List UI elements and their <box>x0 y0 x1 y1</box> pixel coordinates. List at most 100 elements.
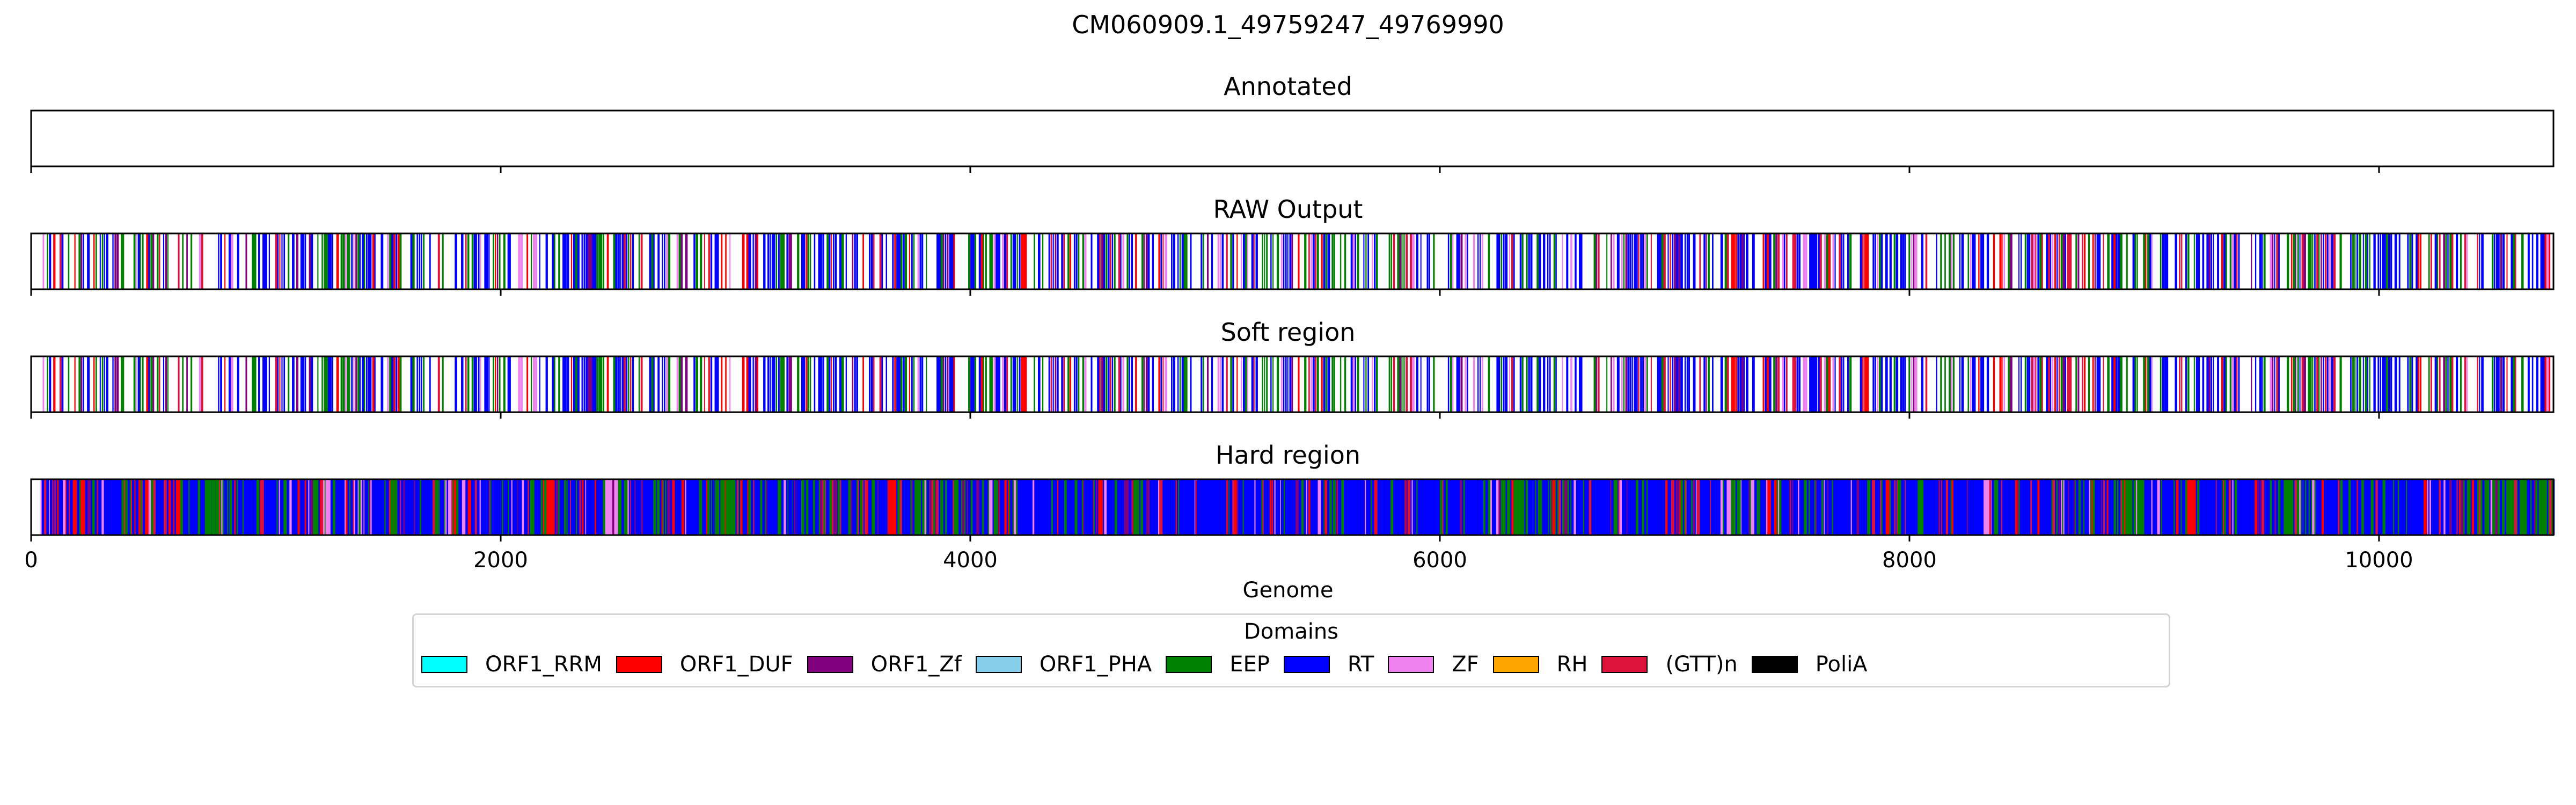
domain-hit <box>321 479 323 535</box>
domain-hit <box>125 479 128 535</box>
domain-hit <box>581 356 583 412</box>
domain-hit <box>1251 356 1254 412</box>
domain-hit <box>1252 479 1255 535</box>
domain-hit <box>503 233 506 289</box>
domain-hit <box>1190 233 1192 289</box>
domain-hit <box>495 233 496 289</box>
domain-hit <box>1391 479 1394 535</box>
domain-hit <box>862 233 865 289</box>
domain-hit <box>471 356 474 412</box>
domain-hit <box>784 479 787 535</box>
domain-hit <box>1323 356 1326 412</box>
domain-hit <box>662 233 663 289</box>
domain-hit <box>423 356 425 412</box>
domain-hit <box>2208 479 2212 535</box>
domain-hit <box>1194 479 1196 535</box>
domain-hit <box>884 479 887 535</box>
domain-hit <box>1961 356 1964 412</box>
domain-hit <box>148 479 151 535</box>
domain-hit <box>2296 479 2300 535</box>
domain-hit <box>1375 356 1378 412</box>
domain-hit <box>1986 233 1989 289</box>
domain-hit <box>1337 479 1340 535</box>
domain-hit <box>1433 356 1435 412</box>
domain-hit <box>2198 356 2200 412</box>
domain-hit <box>2506 356 2508 412</box>
domain-hit <box>1226 233 1228 289</box>
domain-hit <box>839 356 842 412</box>
domain-hit <box>1272 356 1274 412</box>
domain-hit <box>2318 233 2320 289</box>
domain-hit <box>924 479 926 535</box>
domain-hit <box>953 356 955 412</box>
domain-hit <box>2116 479 2117 535</box>
domain-hit <box>752 233 754 289</box>
domain-hit <box>909 479 911 535</box>
domain-hit <box>757 356 758 412</box>
domain-hit <box>1356 479 1358 535</box>
domain-hit <box>1101 356 1104 412</box>
domain-hit <box>710 356 713 412</box>
domain-hit <box>901 356 903 412</box>
domain-hit <box>2430 356 2432 412</box>
domain-hit <box>1021 356 1023 412</box>
domain-hit <box>2308 233 2310 289</box>
domain-hit <box>2056 479 2058 535</box>
domain-hit <box>1630 479 1633 535</box>
domain-hit <box>1536 356 1539 412</box>
domain-hit <box>420 479 421 535</box>
domain-hit <box>2162 233 2164 289</box>
domain-hit <box>552 233 554 289</box>
domain-hit <box>1785 479 1787 535</box>
domain-hit <box>1505 356 1508 412</box>
domain-hit <box>699 233 702 289</box>
domain-hit <box>1473 233 1475 289</box>
domain-hit <box>2106 479 2109 535</box>
domain-hit <box>1417 479 1419 535</box>
domain-hit <box>1014 356 1016 412</box>
domain-hit <box>1071 479 1074 535</box>
domain-hit <box>213 479 214 535</box>
domain-hit <box>936 356 939 412</box>
domain-hit <box>1388 479 1391 535</box>
domain-hit <box>1676 233 1679 289</box>
domain-hit <box>2518 479 2520 535</box>
domain-hit <box>1902 356 1905 412</box>
domain-hit <box>596 233 598 289</box>
domain-hit <box>522 479 524 535</box>
domain-hit <box>1270 233 1272 289</box>
domain-hit <box>1794 356 1797 412</box>
domain-hit <box>2095 479 2098 535</box>
domain-hit <box>2355 479 2358 535</box>
domain-hit <box>2054 356 2056 412</box>
domain-hit <box>627 479 629 535</box>
domain-hit <box>1944 356 1946 412</box>
domain-hit <box>1877 479 1880 535</box>
legend-entry: ORF1_DUF <box>616 653 793 676</box>
domain-hit <box>1168 479 1170 535</box>
domain-hit <box>1650 233 1652 289</box>
domain-hit <box>795 479 797 535</box>
domain-hit <box>1111 233 1114 289</box>
domain-hit <box>991 233 993 289</box>
domain-hit <box>1706 233 1707 289</box>
domain-hit <box>2010 233 2012 289</box>
domain-hit <box>2134 356 2136 412</box>
domain-hit <box>269 479 271 535</box>
domain-hit <box>1650 356 1652 412</box>
domain-hit <box>976 479 979 535</box>
domain-hit <box>1206 356 1209 412</box>
domain-hit <box>1280 233 1283 289</box>
domain-hit <box>873 233 875 289</box>
domain-hit <box>769 233 771 289</box>
domain-hit <box>1970 356 1972 412</box>
domain-hit <box>97 479 99 535</box>
domain-hit <box>471 233 474 289</box>
domain-hit <box>509 233 511 289</box>
domain-hit <box>519 479 522 535</box>
domain-hit <box>230 233 233 289</box>
domain-hit <box>2003 233 2006 289</box>
domain-hit <box>1798 233 1801 289</box>
domain-hit <box>123 356 125 412</box>
domain-hit <box>716 356 719 412</box>
